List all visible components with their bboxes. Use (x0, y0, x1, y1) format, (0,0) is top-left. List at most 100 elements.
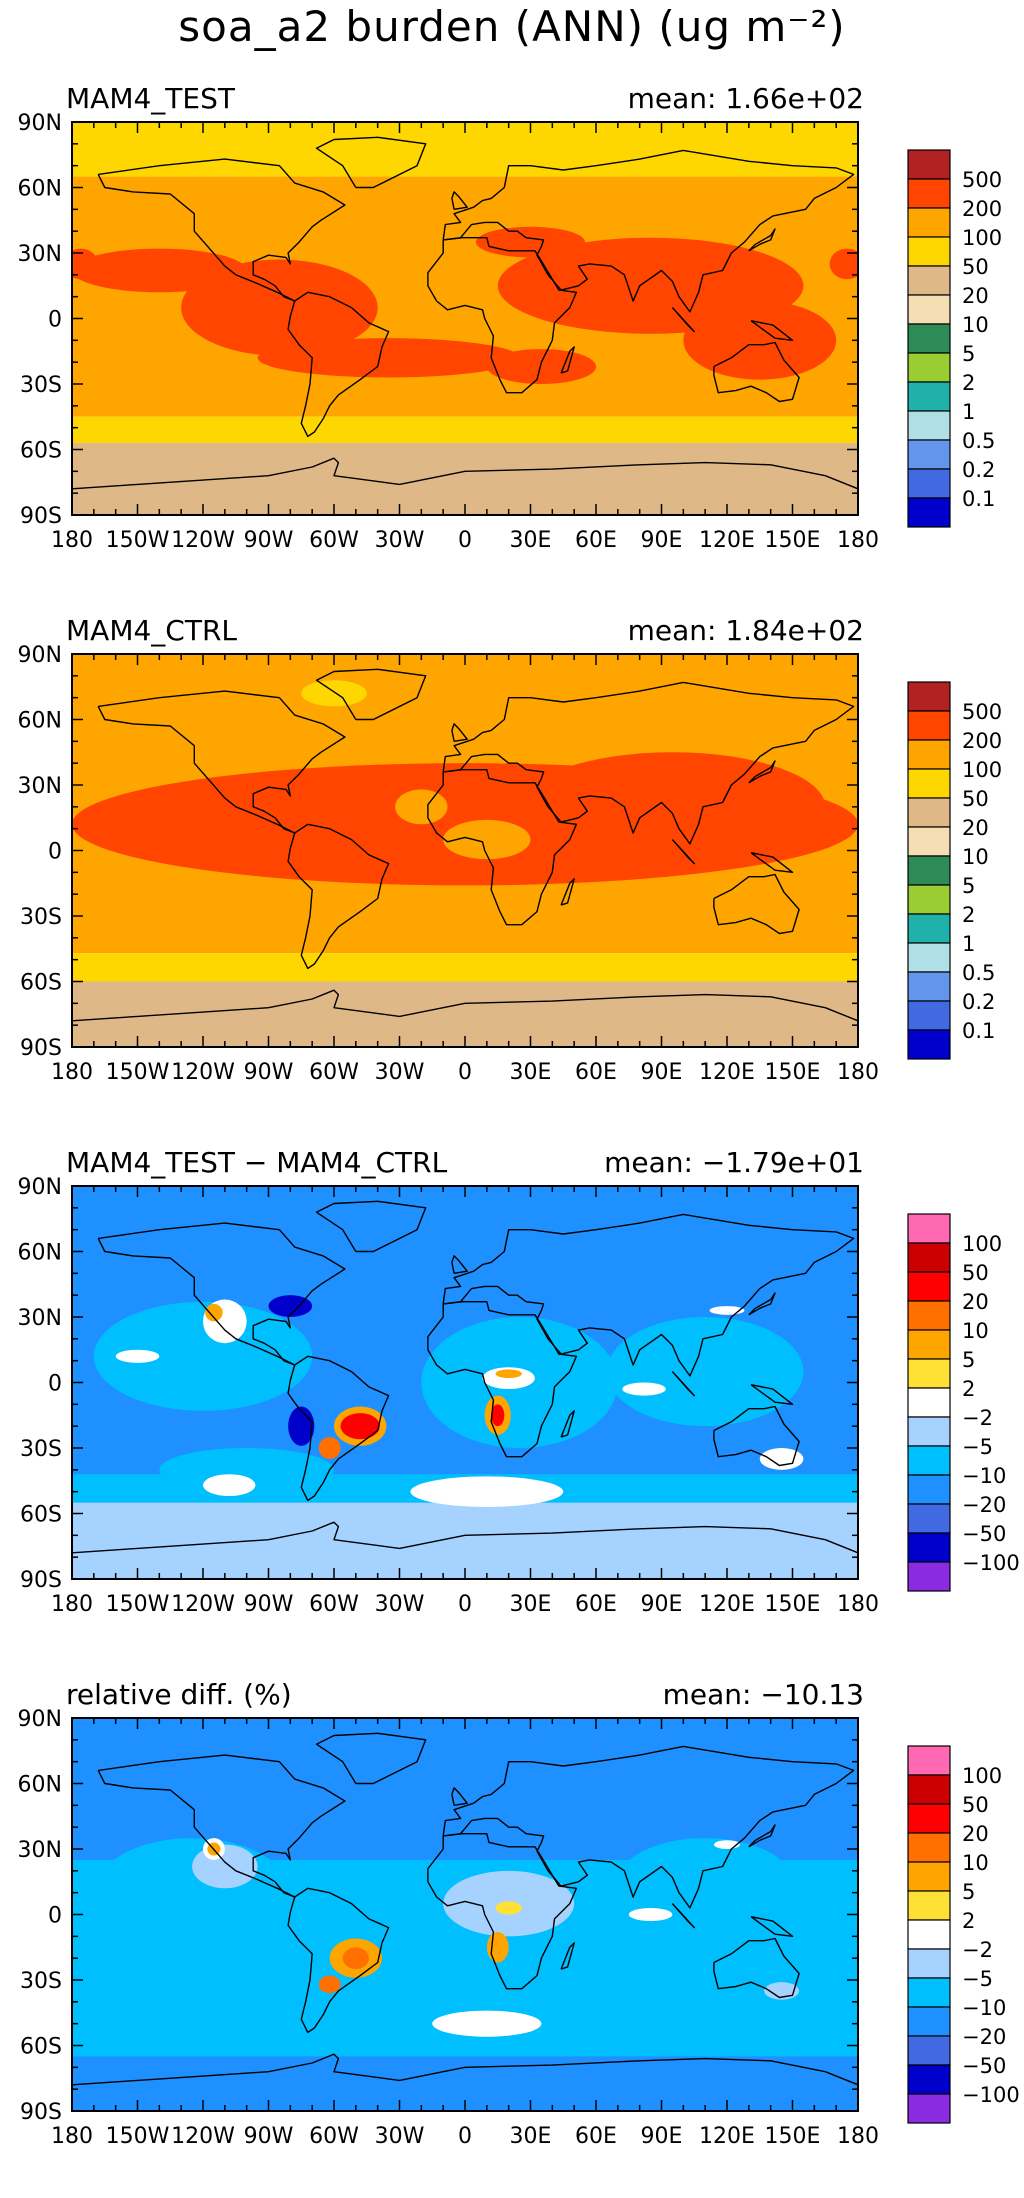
panel-title: MAM4_TEST − MAM4_CTRL (66, 1146, 448, 1179)
field-region (482, 1367, 535, 1390)
panel-mean: mean: −1.79e+01 (604, 1146, 864, 1179)
field-region (181, 259, 378, 356)
panel-mean: mean: 1.66e+02 (627, 82, 864, 115)
colorbar-swatch (907, 1416, 951, 1447)
colorbar-label: −20 (962, 2025, 1006, 2049)
y-tick-label: 60S (20, 971, 62, 996)
coastline (750, 1384, 794, 1405)
colorbar-swatch (907, 1387, 951, 1418)
y-tick-label: 90S (20, 504, 62, 529)
coastline (671, 307, 695, 333)
coastline (713, 1937, 800, 1999)
x-tick-label: 180 (51, 2124, 93, 2149)
coastline (713, 1405, 800, 1467)
coastline (451, 723, 468, 742)
colorbar-label: 2 (962, 371, 975, 395)
x-tick-label: 60W (309, 528, 359, 553)
panel-ctrl: MAM4_CTRL mean: 1.84e+02 180 150W 120W 90W 6… (0, 614, 1024, 1134)
coastline (748, 1824, 776, 1848)
y-tick-label: 60S (20, 2035, 62, 2060)
y-tick-label: 30N (18, 774, 62, 799)
figure-title: soa_a2 burden (ANN) (ug m⁻²) (178, 2, 846, 51)
field-band (72, 1502, 858, 1579)
x-tick-label: 150E (765, 1060, 821, 1085)
colorbar-label: 20 (962, 284, 989, 308)
colorbar-swatch (907, 797, 951, 828)
colorbar-label: 1 (962, 932, 975, 956)
x-tick-label: 30W (375, 528, 425, 553)
colorbar-label: 2 (962, 1909, 975, 1933)
x-tick-label: 120W (171, 1592, 235, 1617)
x-tick-label: 120W (171, 528, 235, 553)
field-region (443, 819, 531, 860)
field-region (519, 752, 826, 862)
x-tick-label: 180 (837, 2124, 879, 2149)
x-tick-label: 180 (51, 1060, 93, 1085)
x-tick-label: 180 (51, 1592, 93, 1617)
x-tick-label: 0 (458, 2124, 472, 2149)
x-tick-label: 90E (641, 1592, 683, 1617)
coastline (315, 668, 427, 721)
colorbar-label: 2 (962, 903, 975, 927)
x-tick-label: 30W (375, 1592, 425, 1617)
colorbar-label: −2 (962, 1406, 993, 1430)
coastline (442, 1745, 855, 1909)
colorbar-label: −5 (962, 1435, 993, 1459)
colorbar-label: 100 (962, 1232, 1002, 1256)
map-plot-ctrl: 180 150W 120W 90W 60W 30W 0 30E 60E 90E 120E 150E 18… (18, 644, 1003, 1085)
colorbar-label: −100 (962, 1551, 1020, 1575)
colorbar-label: 0.2 (962, 458, 995, 482)
x-tick-label: 90W (244, 528, 294, 553)
coastline (97, 1222, 346, 1366)
y-tick-label: 0 (48, 1372, 62, 1397)
y-tick-label: 60N (18, 177, 62, 202)
colorbar-swatch (907, 2093, 951, 2124)
field-region (759, 1448, 804, 1470)
coastline (442, 149, 855, 313)
field-region (192, 1844, 258, 1889)
field-region (606, 1317, 804, 1427)
coastline (287, 1355, 390, 1502)
coastline (713, 873, 800, 935)
y-tick-label: 30S (20, 373, 62, 398)
panel-title: relative diff. (%) (66, 1678, 292, 1711)
colorbar-swatch (907, 1532, 951, 1563)
colorbar-label: −50 (962, 2054, 1006, 2078)
colorbar-swatch (907, 884, 951, 915)
y-tick-label: 30S (20, 1969, 62, 1994)
colorbar-label: 200 (962, 729, 1002, 753)
field-region (205, 1303, 223, 1322)
colorbar-swatch (907, 468, 951, 499)
colorbar-label: 20 (962, 816, 989, 840)
coastline (560, 1942, 575, 1970)
coastline (748, 1292, 776, 1316)
colorbar-swatch (907, 1213, 951, 1244)
x-tick-label: 30E (510, 2124, 552, 2149)
x-tick-label: 150E (765, 528, 821, 553)
y-tick-label: 90S (20, 1568, 62, 1593)
y-tick-label: 60N (18, 709, 62, 734)
x-tick-label: 60E (575, 2124, 617, 2149)
colorbar-swatch (907, 178, 951, 209)
y-tick-label: 90N (18, 1176, 62, 1200)
colorbar-swatch (907, 294, 951, 325)
coastline (315, 1732, 427, 1785)
x-tick-label: 180 (837, 1592, 879, 1617)
field-region (342, 1947, 369, 1970)
panel-mean: mean: −10.13 (662, 1678, 864, 1711)
panel-test: MAM4_TEST mean: 1.66e+02 180 150W 120W 90W 6… (0, 82, 1024, 602)
coastline (442, 1213, 855, 1377)
field-band (72, 953, 858, 982)
coastline (427, 1833, 578, 1990)
colorbar-swatch (907, 497, 951, 528)
colorbar-label: 20 (962, 1822, 989, 1846)
coastline (671, 839, 695, 865)
y-tick-label: 60S (20, 439, 62, 464)
coastline (560, 878, 575, 906)
colorbar-swatch (907, 352, 951, 383)
y-tick-label: 90N (18, 112, 62, 136)
colorbar-label: −10 (962, 1996, 1006, 2020)
coastline (97, 158, 346, 302)
coastline (750, 320, 794, 341)
x-tick-label: 30W (375, 1060, 425, 1085)
